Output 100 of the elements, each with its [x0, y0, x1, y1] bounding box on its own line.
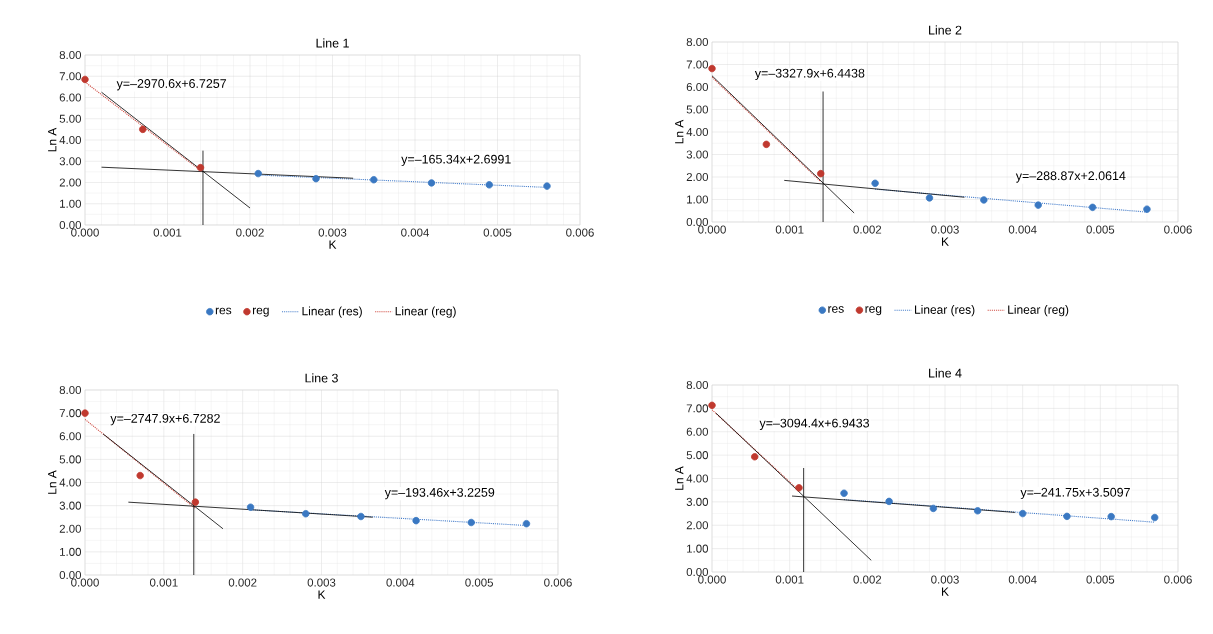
y-tick-label: 1.00	[60, 199, 82, 208]
point	[871, 179, 879, 187]
point	[81, 409, 89, 417]
x-tick-label: 0.002	[228, 578, 257, 587]
point	[1143, 205, 1151, 213]
point	[708, 64, 716, 73]
x-tick-label: 0.002	[853, 225, 882, 234]
y-tick-label: 6.00	[686, 427, 709, 436]
point	[357, 512, 365, 521]
y-tick-label: 6.00	[59, 432, 82, 441]
y-tick-label: 7.00	[686, 60, 709, 69]
x-tick-label: 0.001	[775, 225, 804, 234]
point	[522, 519, 531, 528]
point	[751, 453, 759, 461]
x-tick-label: 0.001	[149, 578, 178, 587]
x-tick-label: 0.003	[318, 228, 347, 237]
x-axis-title: K	[329, 240, 337, 249]
y-tick-label: 0.00	[59, 220, 82, 230]
x-tick-label: 0.000	[71, 228, 99, 237]
point	[795, 484, 803, 492]
y-tick-label: 2.00	[686, 521, 709, 530]
point	[708, 401, 716, 410]
legend-label: Linear (reg)	[1008, 305, 1069, 317]
legend-label: reg	[865, 306, 882, 316]
legend-label: res	[215, 307, 232, 315]
y-tick-label: 0.00	[686, 567, 709, 577]
y-tick-label: 1.00	[687, 544, 709, 553]
point	[925, 194, 934, 202]
annotation: y=–165.34x+2.6991	[401, 154, 511, 167]
chart-title: Line 1	[316, 38, 349, 48]
y-tick-label: 4.00	[59, 135, 82, 145]
point	[973, 507, 982, 515]
y-tick-label: 4.00	[686, 474, 709, 483]
y-tick-label: 2.00	[59, 178, 82, 187]
y-tick-label: 0.00	[59, 570, 82, 580]
y-tick-label: 7.00	[686, 404, 709, 413]
legend-label: res	[828, 306, 844, 313]
y-tick-label: 4.00	[686, 127, 709, 137]
x-axis-title: K	[942, 587, 949, 596]
x-tick-label: 0.004	[1008, 225, 1037, 234]
y-axis-title: Ln A	[675, 466, 684, 490]
x-tick-label: 0.006	[1164, 575, 1192, 584]
point	[139, 125, 147, 134]
x-tick-label: 0.001	[153, 228, 182, 237]
point	[1151, 513, 1159, 522]
point	[467, 518, 475, 527]
point	[254, 169, 262, 178]
point	[885, 497, 893, 506]
y-tick-label: 8.00	[686, 37, 709, 47]
chart-title: Line 2	[929, 25, 962, 35]
x-tick-label: 0.005	[483, 228, 512, 237]
y-tick-label: 8.00	[59, 385, 82, 395]
y-tick-label: 8.00	[59, 50, 82, 60]
point	[81, 75, 89, 84]
annotation: y=–193.46x+3.2259	[384, 487, 495, 500]
y-axis-title: Ln A	[675, 119, 684, 144]
x-tick-label: 0.006	[544, 578, 572, 587]
chart-title: Line 4	[929, 368, 962, 378]
annotation: y=–288.87x+2.0614	[1015, 171, 1126, 183]
y-tick-label: 1.00	[60, 547, 82, 556]
point	[246, 503, 255, 511]
x-tick-label: 0.003	[931, 575, 959, 584]
point	[1107, 512, 1115, 521]
point	[312, 174, 320, 183]
point	[1088, 203, 1097, 212]
point	[929, 504, 938, 513]
y-tick-label: 1.00	[687, 195, 709, 204]
legend-label: Linear (res)	[302, 306, 362, 318]
y-tick-label: 5.00	[686, 105, 709, 114]
x-tick-label: 0.002	[236, 228, 264, 237]
x-tick-label: 0.002	[853, 575, 882, 584]
y-tick-label: 7.00	[59, 409, 82, 418]
point	[1034, 201, 1042, 209]
y-axis-title: Ln A	[48, 127, 57, 152]
y-tick-label: 3.00	[59, 501, 82, 510]
chart-title: Line 3	[305, 373, 338, 383]
annotation: y=–2747.9x+6.7282	[110, 413, 220, 426]
point	[817, 169, 825, 178]
x-axis-title: K	[318, 590, 326, 599]
y-tick-label: 2.00	[686, 172, 709, 182]
x-tick-label: 0.004	[1008, 575, 1037, 584]
point	[980, 196, 988, 204]
y-tick-label: 3.00	[686, 497, 709, 506]
y-tick-label: 5.00	[686, 451, 709, 460]
y-tick-label: 5.00	[59, 455, 82, 464]
x-tick-label: 0.000	[698, 225, 726, 234]
x-tick-label: 0.005	[465, 578, 494, 587]
annotation: y=–3327.9x+6.4438	[754, 68, 865, 81]
y-tick-label: 6.00	[59, 93, 82, 102]
y-tick-label: 4.00	[59, 478, 82, 487]
y-tick-label: 5.00	[59, 114, 82, 123]
x-tick-label: 0.000	[71, 578, 99, 587]
point	[427, 179, 436, 187]
legend-label: Linear (reg)	[395, 306, 456, 318]
x-tick-label: 0.004	[386, 578, 415, 587]
point	[191, 498, 200, 506]
y-tick-label: 3.00	[59, 157, 82, 166]
legend-label: reg	[253, 307, 269, 317]
annotation: y=–3094.4x+6.9433	[759, 418, 870, 430]
point	[762, 140, 771, 149]
